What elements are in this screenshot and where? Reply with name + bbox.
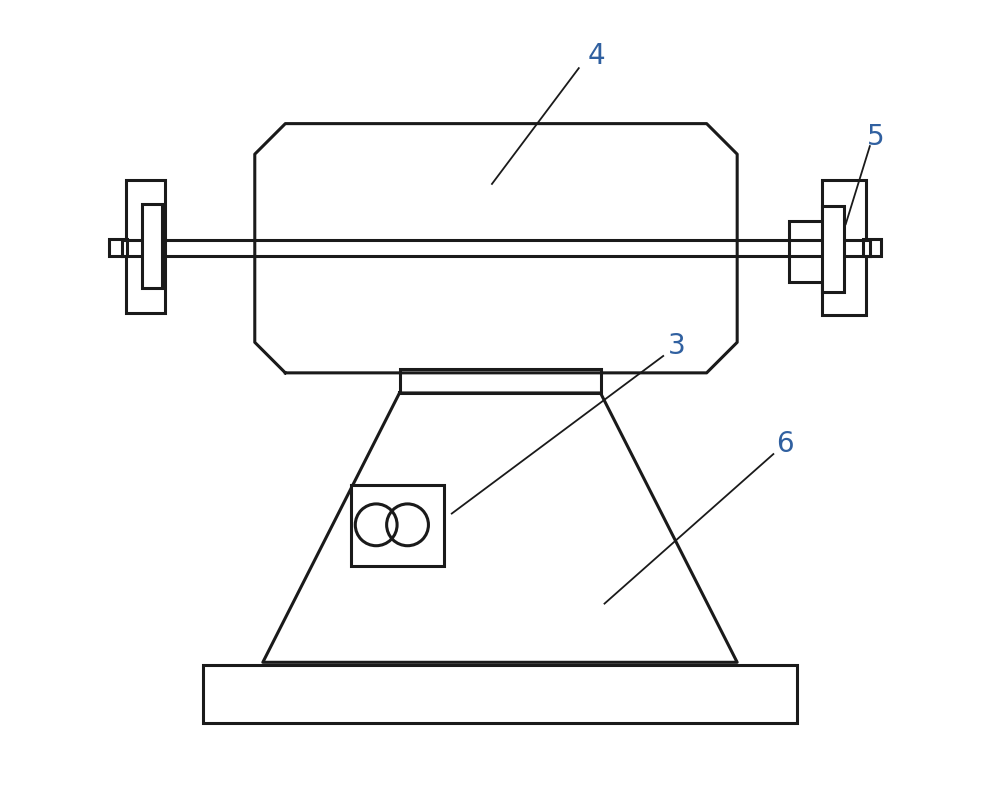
Text: 3: 3 <box>668 332 686 359</box>
Bar <box>789 222 823 283</box>
Text: 6: 6 <box>777 430 794 457</box>
Text: 5: 5 <box>867 123 884 150</box>
Bar <box>400 369 600 393</box>
Bar <box>351 486 444 566</box>
Polygon shape <box>255 124 737 373</box>
Bar <box>822 181 866 316</box>
Polygon shape <box>263 393 737 662</box>
Bar <box>142 205 162 289</box>
Bar <box>126 181 165 313</box>
Text: 4: 4 <box>588 43 605 70</box>
Bar <box>863 239 881 257</box>
Bar <box>109 239 127 257</box>
Bar <box>822 207 844 292</box>
Bar <box>203 665 797 723</box>
